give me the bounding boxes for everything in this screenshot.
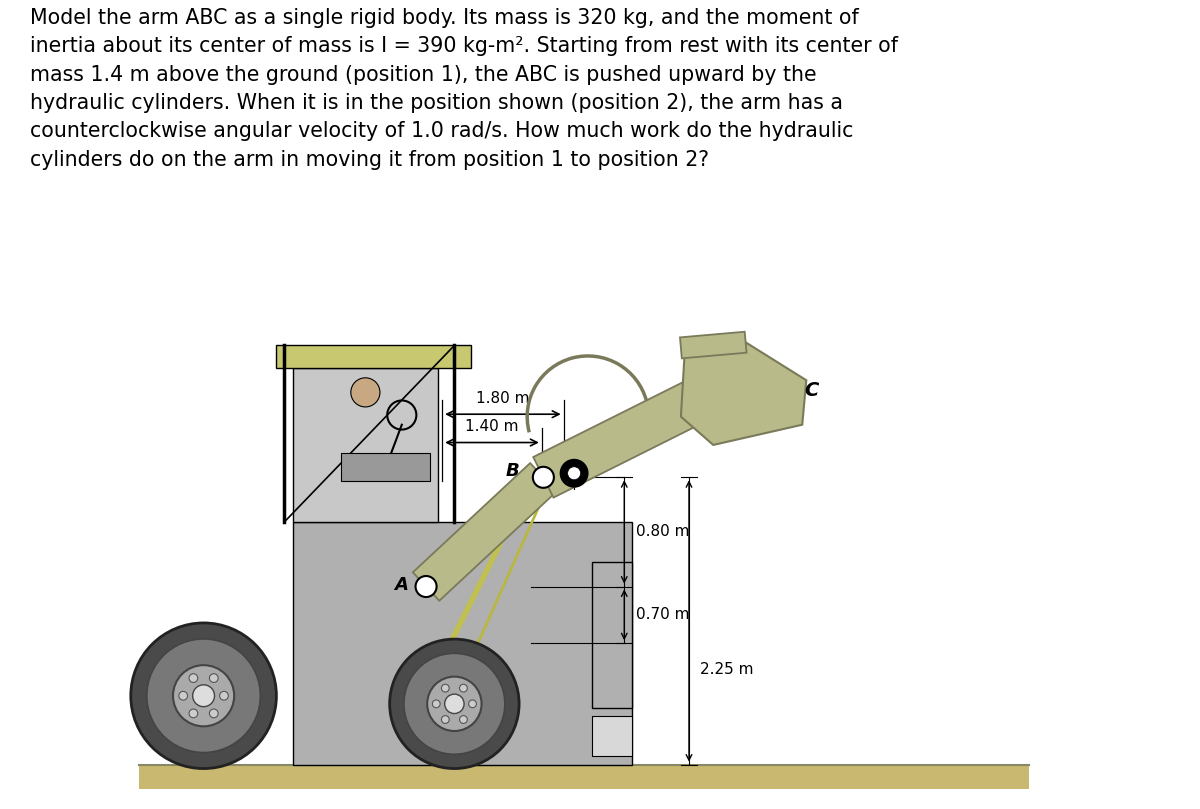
Circle shape: [460, 684, 467, 692]
Bar: [293, 522, 632, 765]
Circle shape: [415, 576, 437, 597]
Text: 2.25 m: 2.25 m: [701, 662, 754, 677]
Bar: [592, 716, 632, 756]
Text: Model the arm ABC as a single rigid body. Its mass is 320 kg, and the moment of
: Model the arm ABC as a single rigid body…: [30, 8, 898, 170]
Circle shape: [210, 709, 218, 718]
Circle shape: [533, 467, 554, 488]
Circle shape: [350, 378, 380, 407]
Circle shape: [190, 674, 198, 683]
Text: 1.40 m: 1.40 m: [466, 419, 518, 434]
Bar: [276, 345, 470, 368]
Circle shape: [460, 716, 467, 723]
Circle shape: [193, 684, 215, 707]
Bar: [341, 453, 430, 481]
Circle shape: [560, 460, 588, 487]
Circle shape: [390, 639, 520, 769]
Text: 0.70 m: 0.70 m: [636, 608, 689, 622]
Text: A: A: [395, 576, 408, 594]
Circle shape: [179, 692, 187, 700]
Circle shape: [442, 684, 449, 692]
Circle shape: [568, 467, 581, 480]
Bar: [592, 562, 632, 708]
Bar: [293, 368, 438, 522]
Polygon shape: [413, 463, 557, 601]
Polygon shape: [533, 380, 707, 498]
Bar: [139, 765, 1028, 789]
Text: 0.80 m: 0.80 m: [636, 524, 689, 540]
Text: 0.30 m: 0.30 m: [536, 452, 589, 468]
Circle shape: [173, 665, 234, 726]
Circle shape: [445, 694, 464, 714]
Text: C: C: [804, 381, 818, 400]
Circle shape: [220, 692, 228, 700]
Circle shape: [427, 676, 481, 731]
Text: 1.80 m: 1.80 m: [476, 391, 529, 406]
Polygon shape: [680, 340, 806, 445]
Circle shape: [404, 654, 505, 754]
Circle shape: [190, 709, 198, 718]
Circle shape: [432, 700, 440, 708]
Text: B: B: [505, 462, 520, 480]
Circle shape: [469, 700, 476, 708]
Circle shape: [131, 623, 276, 769]
Circle shape: [442, 716, 449, 723]
Circle shape: [146, 639, 260, 752]
Polygon shape: [680, 332, 746, 358]
Circle shape: [210, 674, 218, 683]
